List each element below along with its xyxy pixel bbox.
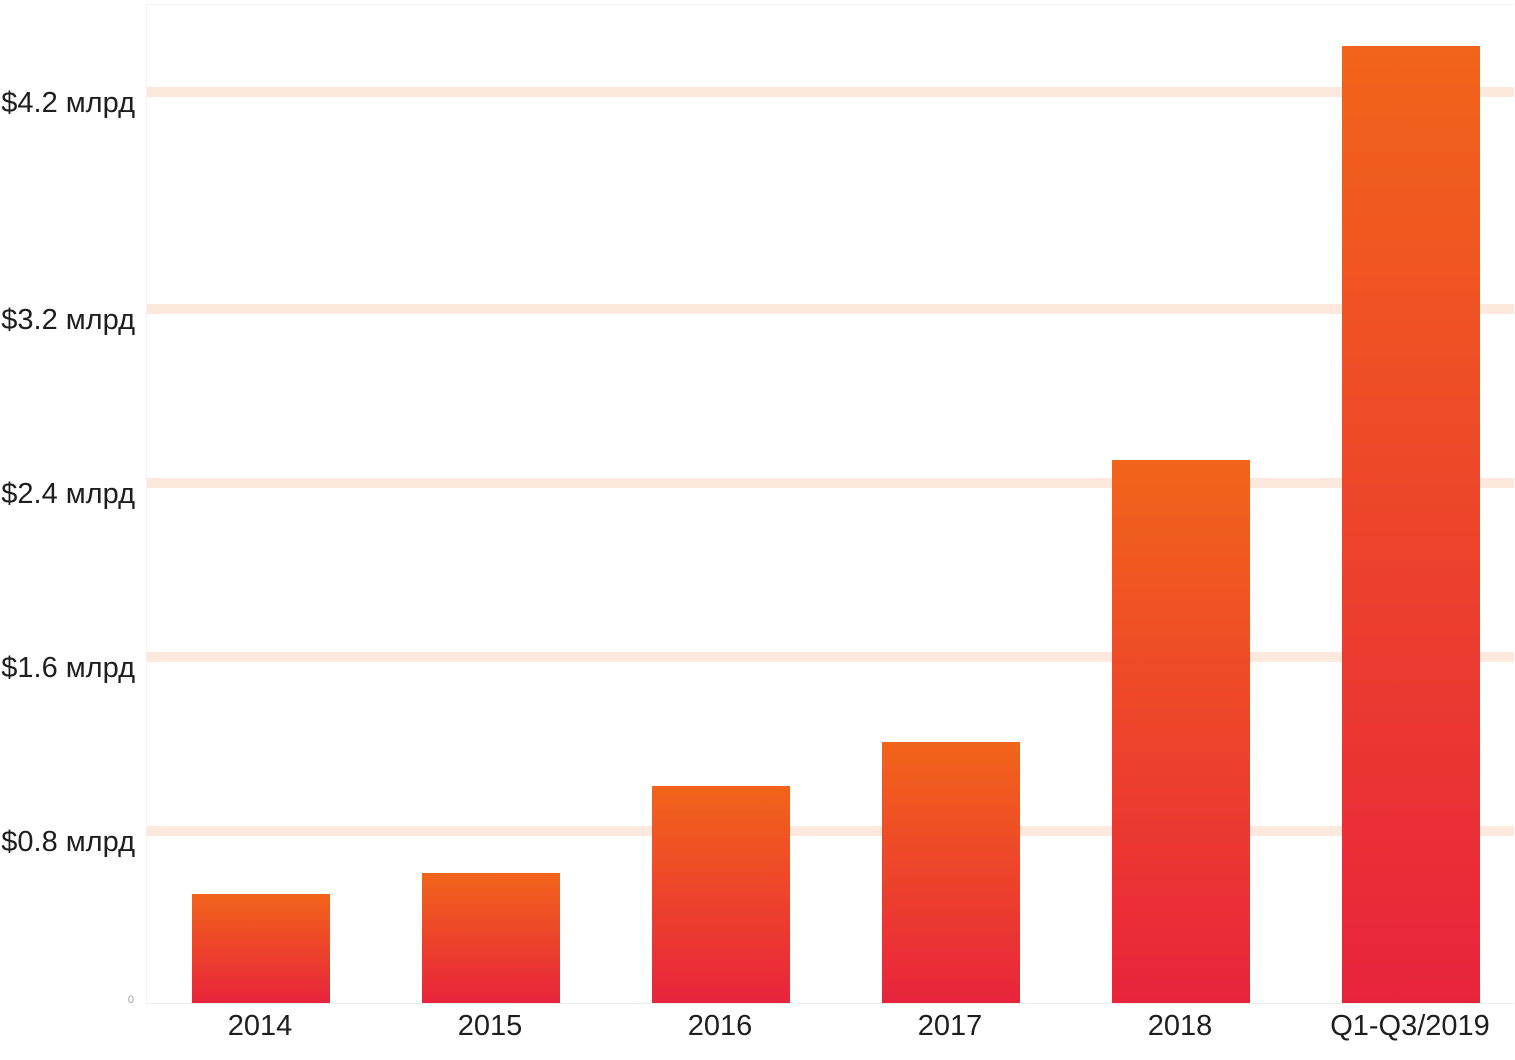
plot-area [146,4,1514,1004]
x-axis-tick-label: 2015 [457,1010,523,1042]
y-axis-tick-label: $2.4 млрд [1,478,135,511]
y-axis-tick-label: $3.2 млрд [1,304,135,337]
gridline [147,652,1514,663]
bar-2014 [192,894,330,1003]
bar-2017 [882,742,1020,1003]
y-axis-tick-label: $0.8 млрд [1,826,135,859]
gridline [147,86,1514,97]
y-axis-origin-label: 0 [127,994,134,1006]
bar-2018 [1112,460,1250,1003]
gridline [147,478,1514,489]
bar-2016 [652,786,790,1003]
x-axis-tick-label: 2014 [227,1010,293,1042]
x-axis-tick-label: Q1-Q3/2019 [1330,1010,1490,1042]
gridline [147,826,1514,837]
x-axis-tick-label: 2018 [1147,1010,1213,1042]
bar-2015 [422,873,560,1003]
y-axis-tick-label: $1.6 млрд [1,652,135,685]
x-axis-tick-label: 2016 [687,1010,753,1042]
bar-Q1-Q3/2019 [1342,46,1480,1003]
x-axis-tick-label: 2017 [917,1010,983,1042]
gridline [147,304,1514,315]
y-axis-tick-label: $4.2 млрд [1,86,135,119]
